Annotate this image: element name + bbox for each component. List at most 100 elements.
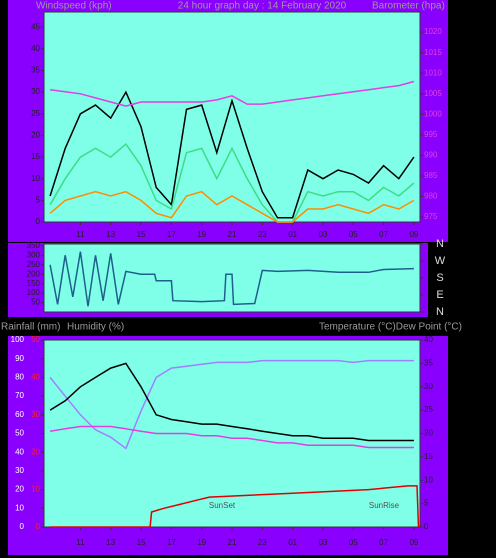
y-tick-label: 0 — [20, 522, 25, 531]
y-tick-label: 200 — [27, 269, 41, 278]
y-tick-label: 20 — [15, 485, 24, 494]
series-line — [49, 425, 414, 449]
x-tick-label: 05 — [349, 538, 358, 547]
y-tick-label: 980 — [424, 192, 438, 201]
series-line — [49, 90, 415, 219]
y-tick-label: 1020 — [424, 27, 442, 36]
y-tick-label: 20 — [31, 131, 40, 140]
y-tick-label: 0 — [36, 522, 41, 531]
x-tick-label: 21 — [228, 538, 237, 547]
x-tick-label: 03 — [319, 230, 328, 239]
series-line — [50, 485, 420, 528]
y-tick-label: 90 — [15, 354, 24, 363]
y-tick-label: 35 — [31, 66, 40, 75]
y-tick-label: N — [436, 238, 444, 250]
y-tick-label: 5 — [424, 499, 429, 508]
x-tick-label: 09 — [409, 538, 418, 547]
y-tick-label: 1010 — [424, 68, 442, 77]
x-tick-label: 17 — [167, 538, 176, 547]
x-tick-label: 19 — [197, 538, 206, 547]
y-tick-label: E — [436, 289, 443, 301]
y-tick-label: 250 — [27, 260, 41, 269]
y-tick-label: 50 — [15, 429, 24, 438]
x-tick-label: 13 — [106, 230, 115, 239]
y-tick-label: 30 — [15, 466, 24, 475]
y-tick-label: 100 — [27, 288, 41, 297]
y-tick-label: 0 — [36, 217, 41, 226]
x-tick-label: 01 — [288, 538, 297, 547]
annotation: SunRise — [369, 501, 400, 510]
y-tick-label: 80 — [15, 373, 24, 382]
y-tick-label: 70 — [15, 391, 24, 400]
plot-area — [43, 339, 421, 528]
y-tick-label: 10 — [31, 485, 40, 494]
y-tick-label: 10 — [31, 174, 40, 183]
y-tick-label: 45 — [31, 22, 40, 31]
y-tick-label: 1005 — [424, 89, 442, 98]
x-tick-label: 21 — [228, 230, 237, 239]
y-tick-label: 25 — [424, 405, 433, 414]
y-tick-label: 40 — [424, 335, 433, 344]
series-line — [49, 142, 415, 223]
y-tick-label: 50 — [31, 335, 40, 344]
y-tick-label: 350 — [27, 241, 41, 250]
x-tick-label: 05 — [349, 230, 358, 239]
y-tick-label: W — [435, 255, 446, 267]
annotation: SunSet — [209, 501, 236, 510]
series-line — [49, 362, 414, 442]
y-tick-label: 150 — [27, 279, 41, 288]
x-tick-label: 11 — [76, 538, 85, 547]
y-tick-label: 40 — [31, 373, 40, 382]
y-tick-label: 975 — [424, 212, 438, 221]
y-tick-label: S — [436, 272, 443, 284]
y-tick-label: 10 — [15, 503, 24, 512]
y-tick-label: 60 — [15, 410, 24, 419]
y-tick-label: 10 — [424, 475, 433, 484]
x-tick-label: 09 — [409, 230, 418, 239]
x-tick-label: 19 — [197, 230, 206, 239]
y-tick-label: 40 — [15, 447, 24, 456]
y-tick-label: 35 — [424, 358, 433, 367]
y-tick-label: 5 — [36, 195, 41, 204]
y-tick-label: 50 — [31, 298, 40, 307]
y-tick-label: 995 — [424, 130, 438, 139]
y-tick-label: 15 — [31, 152, 40, 161]
x-tick-label: 15 — [137, 538, 146, 547]
y-tick-label: 30 — [31, 410, 40, 419]
y-tick-label: 20 — [424, 429, 433, 438]
axis-title: Barometer (hpa) — [372, 1, 445, 12]
series-line — [49, 251, 414, 307]
y-tick-label: N — [436, 306, 444, 318]
y-tick-label: 0 — [424, 522, 429, 531]
x-tick-label: 23 — [258, 538, 267, 547]
axis-title: Windspeed (kph) — [36, 1, 112, 12]
x-tick-label: 15 — [137, 230, 146, 239]
y-tick-label: 30 — [424, 382, 433, 391]
x-tick-label: 07 — [379, 538, 388, 547]
x-tick-label: 17 — [167, 230, 176, 239]
y-tick-label: 25 — [31, 109, 40, 118]
axis-title: Humidity (%) — [67, 322, 124, 333]
x-tick-label: 01 — [288, 230, 297, 239]
x-tick-label: 11 — [76, 230, 85, 239]
x-tick-label: 13 — [106, 538, 115, 547]
y-tick-label: 100 — [11, 335, 25, 344]
y-tick-label: 30 — [31, 87, 40, 96]
plot-area — [43, 11, 421, 223]
chart-title: 24 hour graph day : 14 February 2020 — [178, 1, 347, 12]
y-tick-label: 300 — [27, 250, 41, 259]
series-line — [49, 359, 414, 450]
series-line — [49, 190, 415, 223]
axis-title: Temperature (°C)Dew Point (°C) — [319, 322, 462, 333]
y-tick-label: 1000 — [424, 109, 442, 118]
y-tick-label: 985 — [424, 171, 438, 180]
x-tick-label: 23 — [258, 230, 267, 239]
axis-title: Rainfall (mm) — [1, 322, 60, 333]
series-line — [50, 80, 415, 107]
y-tick-label: 20 — [31, 447, 40, 456]
y-tick-label: 15 — [424, 452, 433, 461]
x-tick-label: 07 — [379, 230, 388, 239]
y-tick-label: 40 — [31, 44, 40, 53]
y-tick-label: 990 — [424, 151, 438, 160]
